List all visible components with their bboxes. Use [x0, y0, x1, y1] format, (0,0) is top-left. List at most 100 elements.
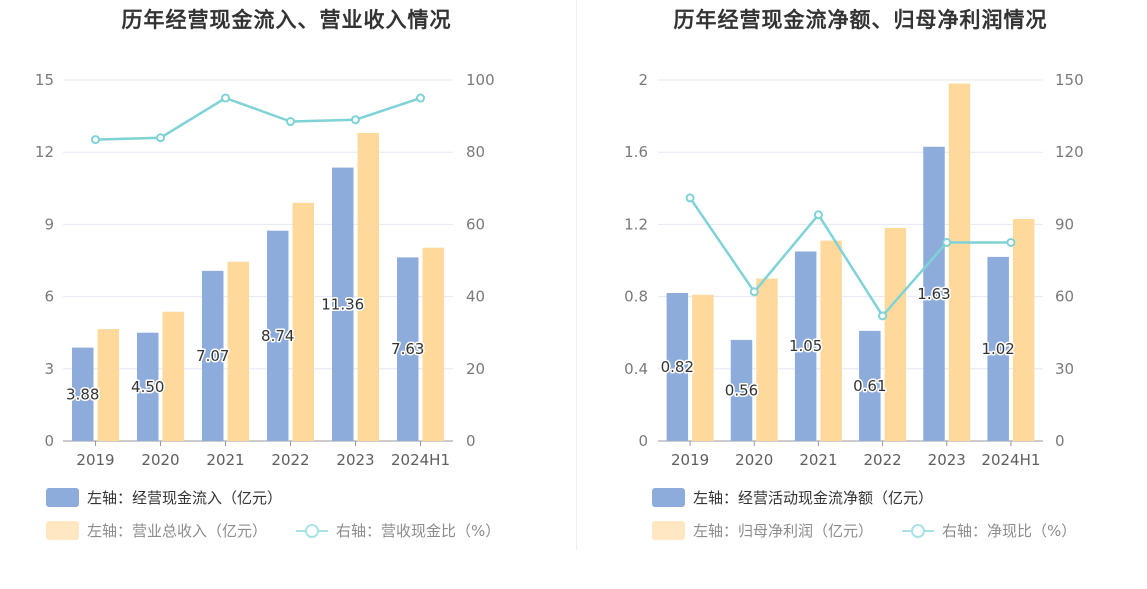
bar-data-label: 0.82: [661, 358, 694, 376]
x-axis-tick-label: 2023: [928, 451, 966, 469]
right-axis-tick-label: 100: [466, 71, 495, 89]
right-axis-tick-label: 120: [1055, 143, 1084, 161]
chart-plot-area: 0 0 0.4 30 0.8 60 1.2 90 1.6 120 2 150 2019 2020 2021 2…: [624, 71, 1084, 469]
chart-title: 历年经营现金流入、营业收入情况: [121, 8, 452, 32]
line-point: [1006, 237, 1016, 247]
bar-data-label: 4.50: [131, 378, 164, 396]
legend-swatch-bar2: [46, 521, 79, 540]
right-axis-tick-label: 150: [1055, 71, 1084, 89]
left-axis-tick-label: 6: [44, 288, 54, 306]
left-axis-tick-label: 3: [44, 360, 54, 378]
bar-series-2: [357, 132, 379, 442]
bar-series-2: [162, 311, 184, 441]
bar-series-1: [923, 146, 945, 441]
bar-data-label: 8.74: [261, 327, 294, 345]
line-point: [221, 93, 230, 103]
legend-item-bar2[interactable]: 左轴：营业总收入（亿元）: [46, 520, 267, 541]
left-axis-tick-label: 0: [44, 432, 54, 450]
bar-series-1: [794, 251, 817, 441]
legend-item-bar2[interactable]: 左轴：归母净利润（亿元）: [652, 520, 873, 541]
bar-series-1: [137, 332, 159, 441]
right-axis-tick-label: 60: [1055, 288, 1074, 306]
chart-panel-net-cash: 历年经营现金流净额、归母净利润情况 0 0 0.4 30 0.8 60 1.2 90 1.6 12…: [574, 0, 1147, 589]
legend-label: 左轴：营业总收入（亿元）: [87, 522, 268, 540]
legend-label: 左轴：归母净利润（亿元）: [693, 522, 874, 540]
legend-item-bar1[interactable]: 左轴：经营活动现金流净额（亿元）: [652, 487, 933, 508]
bar-series-2: [292, 202, 314, 441]
x-axis-tick-label: 2023: [336, 451, 374, 469]
bar-data-label: 0.61: [853, 377, 886, 395]
bar-series-1: [666, 292, 689, 441]
bar-series-2: [884, 228, 907, 441]
right-axis-tick-label: 40: [466, 288, 485, 306]
right-axis-tick-label: 80: [466, 143, 485, 161]
line-point: [942, 237, 952, 247]
chart-panel-cash-inflow: 历年经营现金流入、营业收入情况 0 0 3 20 6 40 9 60 12 80 15 100 2019…: [0, 0, 573, 589]
line-point: [685, 193, 695, 203]
bar-data-label: 7.63: [391, 340, 424, 358]
legend-label: 右轴：营收现金比（%）: [336, 522, 501, 540]
left-axis-tick-label: 0: [638, 432, 648, 450]
bar-data-label: 1.63: [917, 285, 950, 303]
bar-series-2: [820, 240, 842, 441]
bar-series-1: [987, 256, 1009, 441]
legend-label: 左轴：经营活动现金流净额（亿元）: [693, 489, 934, 507]
line-series: [95, 96, 421, 141]
bar-series-2: [422, 247, 444, 441]
x-axis-tick-label: 2021: [206, 451, 244, 469]
x-axis-tick-label: 2024H1: [981, 451, 1040, 469]
bar-series-2: [227, 261, 249, 441]
bar-series-2: [692, 294, 714, 441]
left-axis-tick-label: 0.8: [624, 288, 648, 306]
legend-item-line[interactable]: 右轴：净现比（%）: [902, 520, 1076, 541]
right-axis-tick-label: 0: [1055, 432, 1065, 450]
left-axis-tick-label: 2: [638, 71, 648, 89]
bar-series-1: [859, 330, 881, 441]
bar-series-2: [756, 278, 778, 441]
bar-series-1: [397, 257, 419, 441]
legend-label: 左轴：经营现金流入（亿元）: [87, 489, 283, 507]
left-axis-tick-label: 1.2: [624, 215, 648, 233]
bar-series-1: [332, 167, 354, 441]
line-point: [813, 210, 823, 220]
x-axis-tick-label: 2019: [671, 451, 709, 469]
legend-item-bar1[interactable]: 左轴：经营现金流入（亿元）: [46, 487, 282, 508]
left-axis-tick-label: 15: [35, 71, 54, 89]
bar-series-2: [97, 329, 119, 441]
right-axis-tick-label: 0: [466, 432, 476, 450]
x-axis-tick-label: 2022: [271, 451, 309, 469]
legend-swatch-bar1: [46, 488, 79, 507]
x-axis-tick-label: 2024H1: [391, 451, 450, 469]
bar-series-1: [72, 347, 94, 441]
bar-series-2: [1012, 218, 1035, 441]
line-point: [156, 133, 165, 143]
left-axis-tick-label: 0.4: [624, 360, 648, 378]
legend-swatch-bar2: [652, 521, 685, 540]
line-point: [749, 287, 759, 297]
left-axis-tick-label: 1.6: [624, 143, 648, 161]
legend-swatch-line-icon: [902, 521, 934, 541]
bar-series-1: [730, 339, 753, 441]
legend-swatch-bar1: [652, 488, 685, 507]
bar-series-1: [267, 230, 289, 441]
legend-item-line[interactable]: 右轴：营收现金比（%）: [296, 520, 500, 541]
chart-plot-area: 0 0 3 20 6 40 9 60 12 80 15 100 2019 2020 2021 2022 2023…: [35, 71, 495, 469]
right-axis-tick-label: 20: [466, 360, 485, 378]
x-axis-tick-label: 2019: [76, 451, 114, 469]
line-point: [416, 93, 425, 103]
legend-label: 右轴：净现比（%）: [942, 522, 1077, 540]
bar-series-1: [202, 270, 224, 441]
bar-data-label: 7.07: [196, 347, 229, 365]
bar-series-2: [948, 83, 971, 442]
legend-swatch-line-icon: [296, 521, 328, 541]
line-point: [91, 135, 100, 145]
bar-data-label: 1.05: [789, 337, 822, 355]
x-axis-tick-label: 2021: [799, 451, 837, 469]
x-axis-tick-label: 2020: [141, 451, 179, 469]
bar-data-label: 1.02: [981, 340, 1014, 358]
line-point: [878, 311, 888, 321]
right-axis-tick-label: 30: [1055, 360, 1074, 378]
x-axis-tick-label: 2022: [863, 451, 901, 469]
bar-data-label: 11.36: [321, 295, 364, 313]
right-axis-tick-label: 60: [466, 215, 485, 233]
